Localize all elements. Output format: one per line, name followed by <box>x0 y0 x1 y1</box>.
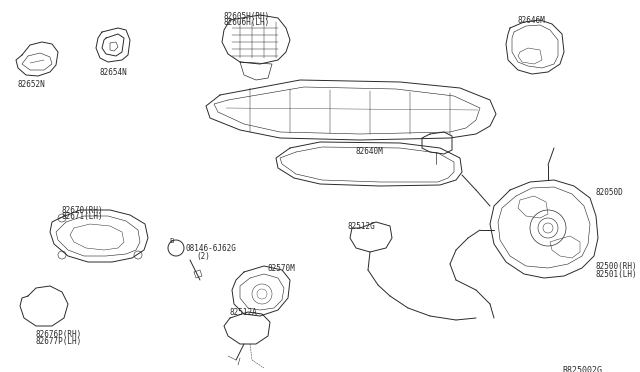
Text: R825002G: R825002G <box>562 366 602 372</box>
Text: 82570M: 82570M <box>268 264 296 273</box>
Text: B: B <box>170 238 174 244</box>
Text: 82512G: 82512G <box>348 222 376 231</box>
Text: 82606H(LH): 82606H(LH) <box>224 18 270 27</box>
Text: 82501(LH): 82501(LH) <box>596 270 637 279</box>
Text: 82654N: 82654N <box>100 68 128 77</box>
Text: 82500(RH): 82500(RH) <box>596 262 637 271</box>
Text: 82050D: 82050D <box>596 188 624 197</box>
Text: 82605H(RH): 82605H(RH) <box>224 12 270 21</box>
Text: 82652N: 82652N <box>18 80 45 89</box>
Text: 82677P(LH): 82677P(LH) <box>36 337 83 346</box>
Text: 82670(RH): 82670(RH) <box>62 206 104 215</box>
Text: 82512A: 82512A <box>230 308 258 317</box>
Text: 08146-6J62G: 08146-6J62G <box>186 244 237 253</box>
Text: 82640M: 82640M <box>355 147 383 156</box>
Text: 82671(LH): 82671(LH) <box>62 212 104 221</box>
Text: 82646M: 82646M <box>518 16 546 25</box>
Text: 82676P(RH): 82676P(RH) <box>36 330 83 339</box>
Text: (2): (2) <box>196 252 210 261</box>
